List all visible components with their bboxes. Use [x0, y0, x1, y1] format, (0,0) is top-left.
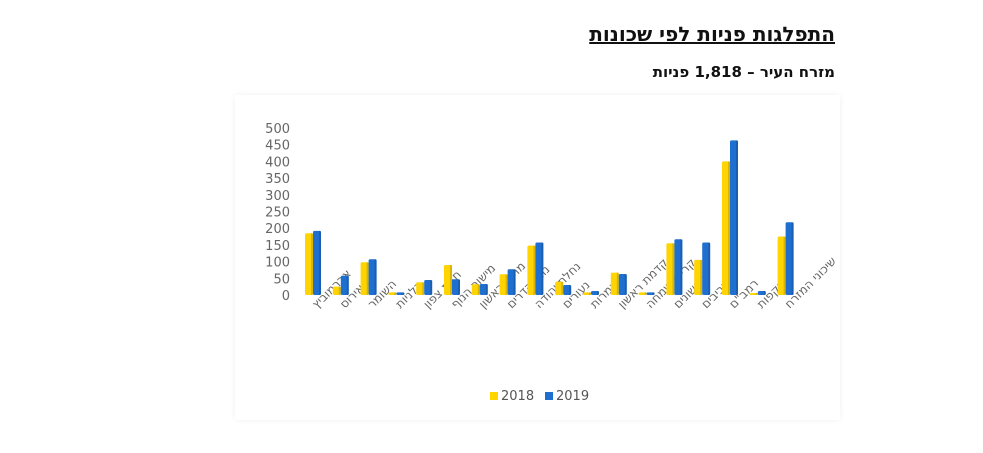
bar-shade [783, 236, 786, 295]
y-tick-label: 500 [265, 122, 290, 137]
bar-shade [366, 262, 369, 295]
bar-2018 [471, 284, 480, 295]
bar-shade [624, 273, 627, 295]
bar-shade [319, 230, 321, 295]
bar-2019 [452, 279, 460, 295]
bar-shade [589, 292, 591, 295]
bar-2019 [591, 290, 599, 295]
bar-shade [533, 245, 536, 295]
bar-shade [616, 272, 619, 295]
y-tick-label: 300 [265, 189, 290, 204]
bar-2019 [563, 284, 572, 295]
y-tick-label: 250 [265, 206, 290, 221]
bar-shade [338, 286, 341, 295]
bar-shade [728, 161, 730, 295]
bar-2019 [730, 140, 738, 295]
bar-shade [477, 284, 480, 295]
bar-2019 [424, 279, 433, 295]
bar-shade [672, 243, 675, 295]
legend-swatch-2019 [545, 392, 553, 400]
bar-2019 [340, 275, 349, 295]
y-tick-label: 50 [273, 272, 290, 287]
bar-shade [569, 284, 572, 295]
bar-shade [402, 292, 405, 295]
bar-2018 [555, 281, 564, 295]
bar-2019 [313, 230, 321, 295]
bar-shade [422, 282, 425, 295]
y-tick-label: 200 [265, 222, 290, 237]
bar-shade [652, 292, 655, 295]
legend-label: 2019 [556, 389, 589, 404]
y-tick-label: 150 [265, 239, 290, 254]
bar-shade [485, 283, 488, 295]
bar-shade [561, 281, 564, 295]
bar-shade [680, 239, 683, 295]
bar-2019 [757, 290, 766, 295]
bar-2018 [499, 274, 508, 295]
bar-shade [708, 242, 711, 295]
bar-2018 [360, 262, 369, 295]
bar-2018 [722, 161, 730, 295]
bar-2019 [368, 259, 377, 295]
bar-2018 [610, 272, 619, 295]
bar-2019 [702, 242, 711, 295]
bar-shade [458, 279, 460, 295]
chart-area: 0 50 100 150 200 250 300 350 400 450 500 אברמוביץ הא… [235, 95, 840, 420]
bar-shade [736, 140, 738, 295]
bar-chart: 050100150200250300350400450500אברמוביץהא… [265, 122, 839, 404]
legend-label: 2018 [501, 389, 534, 404]
bar-2019 [535, 242, 544, 295]
bar-2019 [674, 239, 683, 295]
bar-shade [505, 274, 508, 295]
bar-shade [513, 269, 516, 295]
bar-shade [644, 292, 647, 295]
bar-2018 [332, 286, 341, 295]
legend-swatch-2018 [490, 392, 498, 400]
bar-2018 [388, 292, 397, 295]
y-tick-label: 0 [282, 289, 290, 304]
y-tick-label: 450 [265, 139, 290, 154]
bar-2018 [444, 264, 452, 295]
bar-shade [791, 222, 794, 295]
bar-2019 [396, 292, 405, 295]
bar-2018 [694, 259, 703, 295]
bar-shade [346, 275, 349, 295]
bar-2019 [507, 269, 516, 295]
bar-2019 [479, 283, 488, 295]
bar-2018 [749, 293, 758, 295]
bar-2018 [583, 292, 591, 295]
bar-2019 [785, 222, 794, 295]
bar-2018 [777, 236, 786, 295]
page-title: התפלגות פניות לפי שכונות [589, 22, 835, 46]
chart-subtitle: מזרח העיר – 1,818 פניות [652, 63, 835, 81]
bar-shade [700, 259, 703, 295]
bar-shade [597, 290, 599, 295]
bar-2018 [666, 243, 675, 295]
bar-shade [430, 279, 433, 295]
y-tick-label: 100 [265, 256, 290, 271]
bar-shade [450, 264, 452, 295]
bar-2018 [527, 245, 536, 295]
bar-2019 [618, 273, 627, 295]
y-tick-label: 400 [265, 155, 290, 170]
bar-2019 [646, 292, 655, 295]
bar-2018 [305, 233, 313, 295]
bar-shade [763, 290, 766, 295]
bar-shade [541, 242, 544, 295]
y-tick-label: 350 [265, 172, 290, 187]
bar-2018 [638, 292, 647, 295]
bar-shade [755, 293, 758, 295]
bar-shade [394, 292, 397, 295]
bar-shade [311, 233, 313, 295]
bar-2018 [416, 282, 425, 295]
bar-shade [374, 259, 377, 295]
